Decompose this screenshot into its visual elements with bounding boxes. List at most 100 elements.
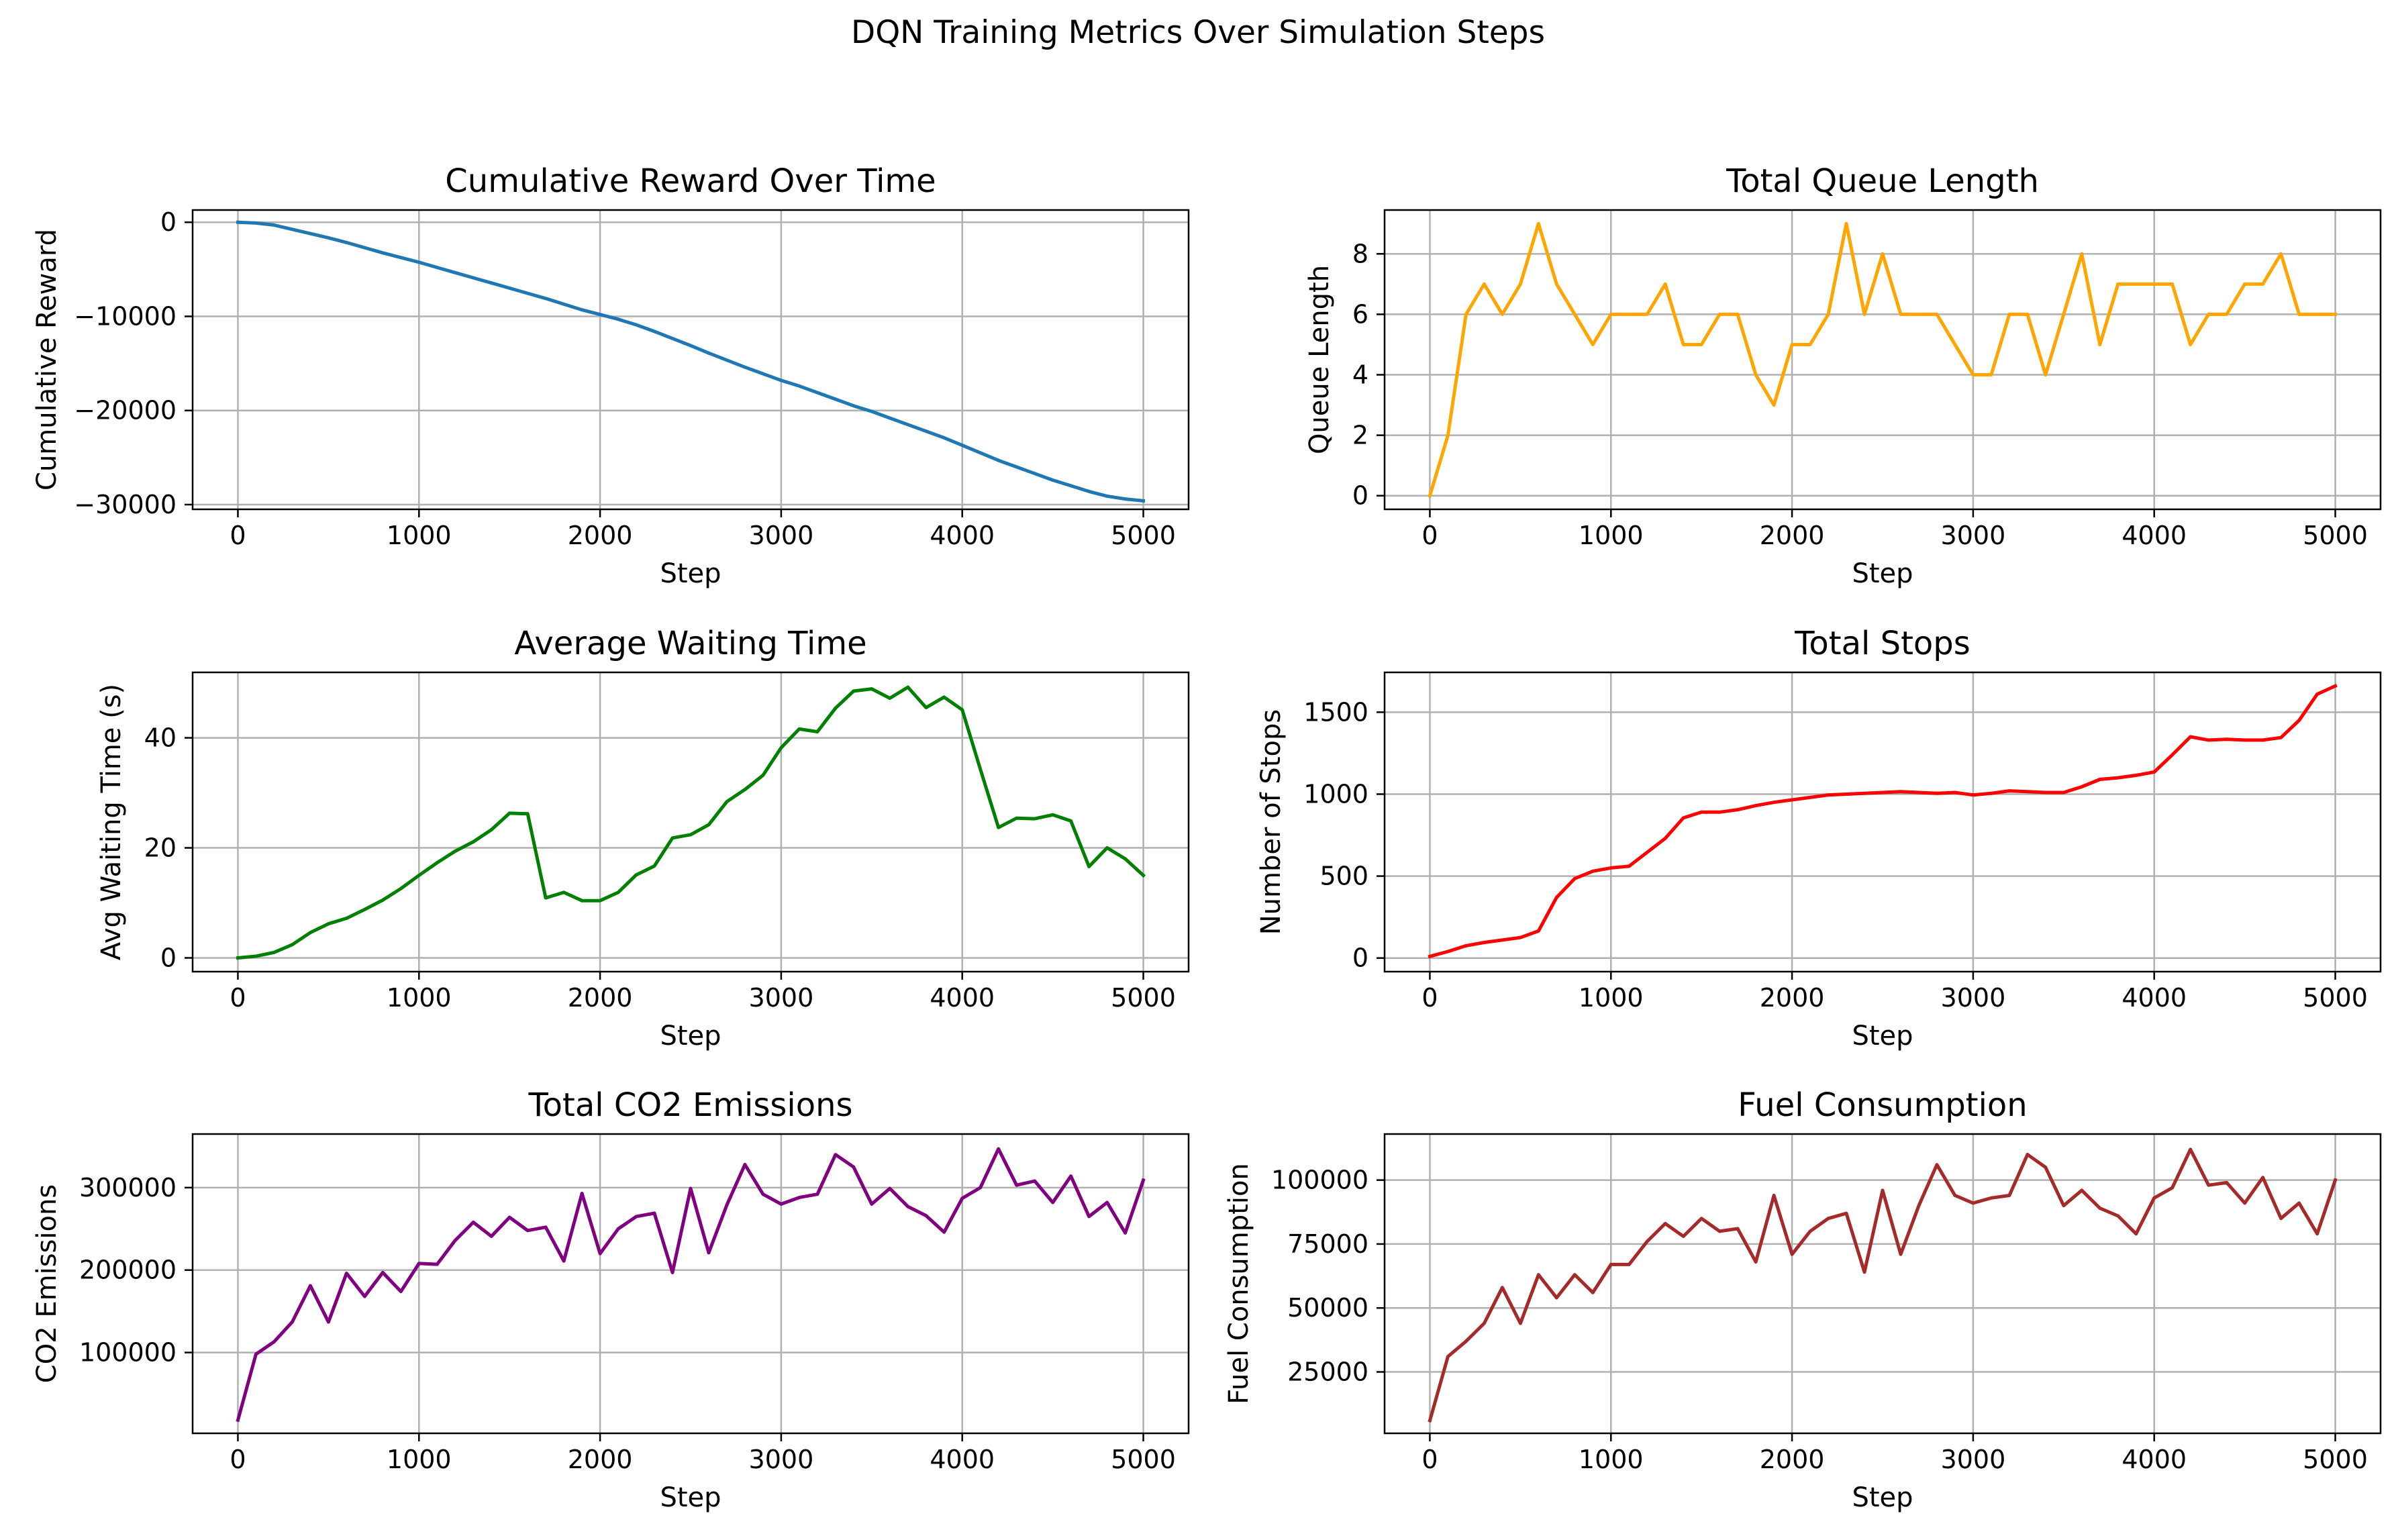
data-point [2279,735,2283,739]
data-point [2261,282,2265,286]
data-point [2152,282,2156,286]
data-point [1536,221,1540,225]
data-point [507,811,511,815]
data-point [1105,1200,1109,1204]
x-axis-label: Step [660,1021,721,1051]
y-tick-label: 20 [144,833,177,863]
data-point [1105,494,1109,498]
x-tick-label: 0 [1421,521,1438,550]
data-point [1087,865,1091,868]
data-point [291,943,294,947]
data-point [2170,1186,2175,1190]
subplot-title: Average Waiting Time [514,625,866,662]
data-point [634,1215,638,1219]
x-tick-label: 2000 [1760,1445,1825,1474]
axes-frame [1383,671,2382,973]
data-point [326,236,330,240]
data-point [1772,801,1776,805]
data-point [507,287,511,290]
x-tick-label: 3000 [749,521,814,550]
data-point [417,874,421,877]
data-point [2170,753,2175,757]
data-point [725,358,729,362]
data-point [1591,343,1595,346]
data-point [2279,1217,2283,1221]
data-point [852,1165,856,1169]
data-point [616,890,620,894]
data-point [979,451,983,455]
data-point [417,260,421,264]
data-point [272,223,276,227]
x-axis-label: Step [660,1482,721,1513]
data-point [779,378,783,382]
axes-frame [191,209,1190,511]
x-tick-label: 2000 [568,1445,633,1474]
subplot-3: 0 1000 2000 3000 4000 5000 0 20 40 Average Waitin… [96,625,1190,1051]
data-point [1573,1273,1577,1277]
data-point [924,706,928,709]
data-point [1736,313,1740,316]
y-axis-label: Cumulative Reward [32,229,62,491]
data-point [399,886,403,890]
data-point [562,302,566,306]
data-point [1736,808,1740,812]
data-point [1609,313,1613,316]
data-point [1699,810,1703,814]
data-point [997,458,1001,462]
axes-frame [191,671,1190,973]
data-point [743,365,747,369]
data-point [1772,1194,1776,1197]
subplots: 0 1000 2000 3000 4000 50000−10000−20000−30000… [32,162,2382,1513]
data-point [1591,869,1595,873]
data-point [689,833,693,837]
data-point [344,240,348,244]
y-tick-label: 300000 [79,1173,177,1202]
subplot-2: 0 1000 2000 3000 4000 5000 0 2 4 6 8 Total Queue Le… [1304,162,2382,589]
data-point [2134,1232,2138,1236]
data-point [1989,791,1993,795]
x-tick-label: 2000 [1760,983,1825,1013]
data-point [670,337,675,340]
data-point [997,1147,1001,1151]
data-point [942,695,946,699]
data-point [2243,1201,2247,1205]
x-tick-label: 4000 [2122,521,2187,550]
data-point [1483,941,1486,944]
data-point [888,1186,892,1190]
data-point [598,899,602,903]
data-point [2116,776,2120,780]
data-point [1087,1215,1091,1219]
data-point [870,687,874,690]
data-point [2297,1201,2301,1205]
x-tick-label: 1000 [387,521,452,550]
data-point [1772,403,1776,407]
data-point [2152,1196,2156,1200]
data-point [2334,313,2337,316]
data-point [562,1259,566,1263]
x-tick-label: 4000 [930,983,995,1013]
x-tick-label: 2000 [1760,521,1825,550]
x-tick-label: 2000 [568,983,633,1013]
data-point [707,351,711,355]
y-tick-label: 100000 [79,1338,177,1368]
data-point [1754,804,1758,807]
data-point [834,397,838,401]
data-point [2334,684,2337,688]
data-point [1609,1263,1613,1266]
data-point [1663,837,1667,840]
data-point [2279,252,2283,256]
x-tick-label: 3000 [749,1445,814,1474]
data-point [2044,790,2048,794]
data-point [2044,373,2048,376]
data-point [1069,484,1073,488]
data-point [2261,1176,2265,1180]
x-tick-label: 3000 [1941,521,2006,550]
data-point [1681,1235,1685,1238]
data-point [1899,313,1903,316]
data-point [761,372,765,376]
data-point [1971,373,1975,376]
data-point [254,1352,258,1356]
x-tick-label: 4000 [2122,983,2187,1013]
data-point [2315,692,2319,696]
y-axis-label: Queue Length [1304,265,1335,454]
